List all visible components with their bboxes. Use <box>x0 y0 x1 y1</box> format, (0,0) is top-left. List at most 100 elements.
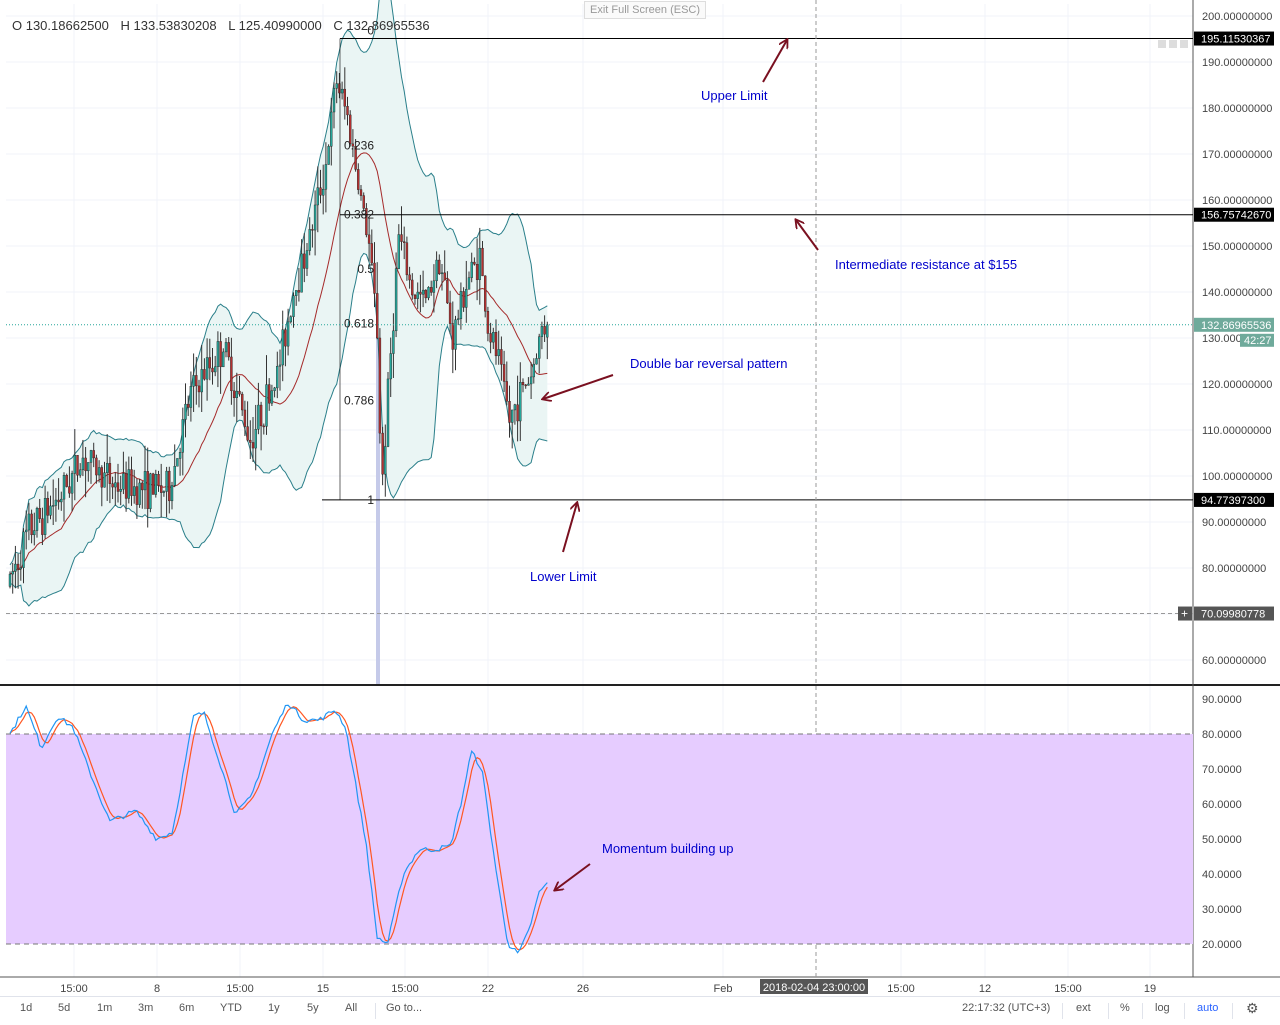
current-price-label-bg <box>1194 317 1274 332</box>
candle <box>532 358 535 384</box>
candle <box>454 315 457 371</box>
candle <box>41 507 44 545</box>
time-tick: 19 <box>1144 983 1156 995</box>
range-5y-button[interactable]: 5y <box>307 1002 319 1014</box>
candle <box>105 434 109 501</box>
range-6m-button[interactable]: 6m <box>179 1002 195 1014</box>
lower-limit-arrow <box>562 503 577 553</box>
candle <box>197 379 201 408</box>
candle <box>257 382 260 435</box>
candle <box>62 472 66 522</box>
candle <box>170 481 174 510</box>
price-tick: 80.00000000 <box>1202 563 1266 575</box>
toolbar-divider <box>1108 1003 1109 1019</box>
candle <box>497 330 500 365</box>
intermediate-price-label: 156.75742670 <box>1201 210 1271 222</box>
candle <box>473 257 476 266</box>
candle <box>330 97 333 166</box>
range-1m-button[interactable]: 1m <box>97 1002 113 1014</box>
price-tick: 140.00000000 <box>1202 287 1272 299</box>
clock-readout[interactable]: 22:17:32 (UTC+3) <box>962 1002 1051 1014</box>
candle <box>519 362 522 441</box>
annotation-lower-limit: Lower Limit <box>530 569 597 584</box>
time-tick: 12 <box>979 983 991 995</box>
candle <box>135 478 139 519</box>
price-tick: 190.00000000 <box>1202 57 1272 69</box>
candle <box>95 454 98 484</box>
candle <box>513 403 517 425</box>
candle <box>316 166 319 233</box>
range-1d-button[interactable]: 1d <box>20 1002 33 1014</box>
candle <box>546 321 549 360</box>
log-toggle[interactable]: log <box>1155 1002 1170 1014</box>
exit-fullscreen-button[interactable]: Exit Full Screen (ESC) <box>584 1 706 19</box>
candle <box>219 332 222 394</box>
range-1y-button[interactable]: 1y <box>268 1002 280 1014</box>
chart-canvas[interactable]: 0 0.236 0.382 0.5 0.618 0.786 1 200.00000000 190… <box>0 0 1280 996</box>
bollinger-lower-line <box>9 252 548 607</box>
gear-icon[interactable]: ⚙ <box>1246 1000 1259 1016</box>
candle <box>462 287 465 312</box>
ext-toggle[interactable]: ext <box>1076 1002 1091 1014</box>
range-all-button[interactable]: All <box>345 1002 358 1014</box>
candle <box>243 400 247 437</box>
candle <box>154 469 158 498</box>
candle <box>273 386 276 398</box>
candle <box>432 264 436 313</box>
candle <box>60 491 63 511</box>
fib-label-0: 0 <box>367 24 374 38</box>
candle <box>489 322 492 354</box>
candle <box>327 144 330 165</box>
range-3m-button[interactable]: 3m <box>138 1002 154 1014</box>
candle <box>335 71 338 104</box>
candle <box>524 384 527 389</box>
candle <box>68 466 71 498</box>
candle <box>146 447 149 528</box>
time-tick: 15:00 <box>391 983 419 995</box>
candle <box>38 498 41 523</box>
candle <box>505 361 508 406</box>
candle <box>478 227 481 305</box>
range-ytd-button[interactable]: YTD <box>220 1002 242 1014</box>
candle <box>370 229 373 266</box>
candle <box>411 273 414 300</box>
candle <box>259 401 263 451</box>
stochastic-tick: 40.0000 <box>1202 869 1242 881</box>
candle <box>27 502 31 541</box>
candle <box>373 242 376 308</box>
candle <box>486 306 490 342</box>
candle <box>168 466 171 514</box>
stochastic-d-line <box>9 706 548 951</box>
toolbar-divider <box>1142 1003 1143 1019</box>
candle <box>357 163 360 195</box>
chart-window-controls[interactable] <box>1158 35 1191 53</box>
price-tick: 170.00000000 <box>1202 149 1272 161</box>
annotation-double-bar: Double bar reversal pattern <box>630 356 788 371</box>
time-tick: 26 <box>577 983 589 995</box>
candle <box>35 506 39 538</box>
candle <box>376 262 379 340</box>
candle <box>400 206 403 251</box>
candle <box>268 378 271 411</box>
candle <box>246 401 249 442</box>
candle <box>100 465 104 507</box>
percent-toggle[interactable]: % <box>1120 1002 1130 1014</box>
auto-toggle[interactable]: auto <box>1197 1002 1219 1014</box>
candle <box>427 286 430 301</box>
upper-limit-price-label-bg <box>1194 31 1274 46</box>
candle <box>340 81 344 100</box>
momentum-arrow <box>555 863 591 890</box>
candle <box>238 375 241 397</box>
selected-bar-highlight <box>376 40 380 684</box>
stochastic-tick: 50.0000 <box>1202 834 1242 846</box>
range-5d-button[interactable]: 5d <box>58 1002 71 1014</box>
price-tick: 110.00000000 <box>1202 425 1272 437</box>
low-value: L 125.40990000 <box>228 18 322 33</box>
stochastic-tick: 60.0000 <box>1202 799 1242 811</box>
candle <box>270 384 274 406</box>
candle <box>230 337 233 405</box>
candle <box>65 473 68 488</box>
goto-button[interactable]: Go to... <box>386 1002 423 1014</box>
candle <box>235 372 239 422</box>
candle <box>143 445 147 510</box>
